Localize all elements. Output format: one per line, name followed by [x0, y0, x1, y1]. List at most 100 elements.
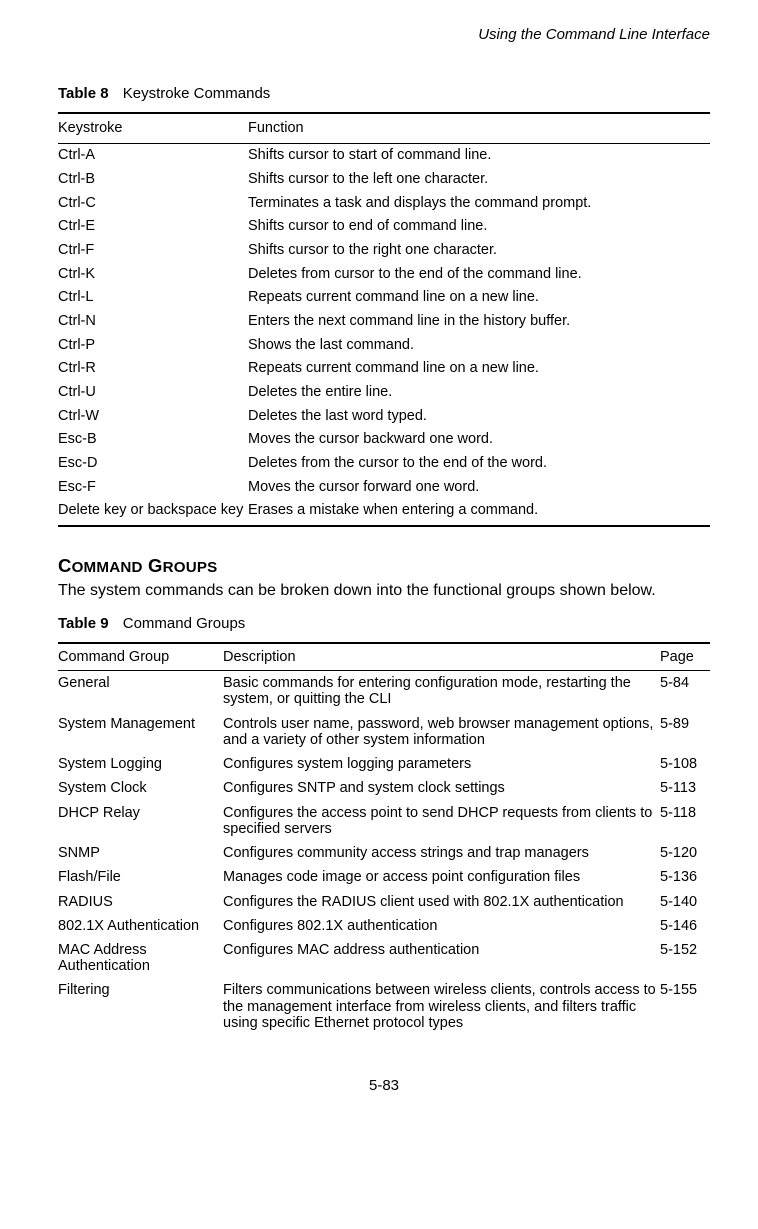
keystroke-cell: Ctrl-P	[58, 333, 248, 357]
table-row: MAC Address AuthenticationConfigures MAC…	[58, 938, 710, 978]
group-cell: 802.1X Authentication	[58, 914, 223, 938]
table9-header-row: Command Group Description Page	[58, 643, 710, 671]
table-row: Ctrl-WDeletes the last word typed.	[58, 404, 710, 428]
page-number: 5-83	[58, 1077, 710, 1094]
group-cell: Filtering	[58, 978, 223, 1035]
keystroke-cell: Esc-F	[58, 475, 248, 499]
heading-letter: C	[58, 555, 72, 576]
group-cell: Flash/File	[58, 865, 223, 889]
table9-title: Command Groups	[123, 615, 246, 632]
table8-caption: Table 8 Keystroke Commands	[58, 85, 710, 102]
desc-cell: Configures MAC address authentication	[223, 938, 660, 978]
table-row: SNMPConfigures community access strings …	[58, 841, 710, 865]
function-cell: Shifts cursor to end of command line.	[248, 215, 710, 239]
table9-caption: Table 9 Command Groups	[58, 615, 710, 632]
group-cell: MAC Address Authentication	[58, 938, 223, 978]
page-cell: 5-155	[660, 978, 710, 1035]
function-cell: Shows the last command.	[248, 333, 710, 357]
table-row: Ctrl-NEnters the next command line in th…	[58, 309, 710, 333]
table-row: FilteringFilters communications between …	[58, 978, 710, 1035]
function-cell: Moves the cursor backward one word.	[248, 428, 710, 452]
desc-cell: Configures the RADIUS client used with 8…	[223, 890, 660, 914]
table-row: Ctrl-BShifts cursor to the left one char…	[58, 167, 710, 191]
page-cell: 5-108	[660, 752, 710, 776]
page-cell: 5-136	[660, 865, 710, 889]
heading-rest2: ROUPS	[163, 559, 218, 576]
table-row: Ctrl-CTerminates a task and displays the…	[58, 191, 710, 215]
function-cell: Terminates a task and displays the comma…	[248, 191, 710, 215]
function-cell: Erases a mistake when entering a command…	[248, 499, 710, 526]
group-cell: General	[58, 671, 223, 712]
table-row: Ctrl-AShifts cursor to start of command …	[58, 143, 710, 167]
table9-col-page: Page	[660, 643, 710, 671]
keystroke-cell: Ctrl-A	[58, 143, 248, 167]
desc-cell: Configures SNTP and system clock setting…	[223, 776, 660, 800]
function-cell: Moves the cursor forward one word.	[248, 475, 710, 499]
running-head: Using the Command Line Interface	[58, 26, 710, 43]
table-row: Ctrl-PShows the last command.	[58, 333, 710, 357]
page-cell: 5-118	[660, 801, 710, 841]
table-row: Esc-BMoves the cursor backward one word.	[58, 428, 710, 452]
group-cell: System Clock	[58, 776, 223, 800]
table8-title: Keystroke Commands	[123, 85, 271, 102]
page-cell: 5-120	[660, 841, 710, 865]
function-cell: Deletes the last word typed.	[248, 404, 710, 428]
table8-label: Table 8	[58, 85, 109, 102]
keystroke-cell: Ctrl-B	[58, 167, 248, 191]
heading-rest: OMMAND	[72, 559, 143, 576]
keystroke-cell: Delete key or backspace key	[58, 499, 248, 526]
function-cell: Shifts cursor to start of command line.	[248, 143, 710, 167]
group-cell: SNMP	[58, 841, 223, 865]
table8: Keystroke Function Ctrl-AShifts cursor t…	[58, 112, 710, 527]
table-row: System LoggingConfigures system logging …	[58, 752, 710, 776]
table-row: Flash/FileManages code image or access p…	[58, 865, 710, 889]
page-cell: 5-152	[660, 938, 710, 978]
desc-cell: Controls user name, password, web browse…	[223, 712, 660, 752]
table-row: GeneralBasic commands for entering confi…	[58, 671, 710, 712]
table9-col-group: Command Group	[58, 643, 223, 671]
table-row: Delete key or backspace keyErases a mist…	[58, 499, 710, 526]
table8-col-function: Function	[248, 113, 710, 143]
table9: Command Group Description Page GeneralBa…	[58, 642, 710, 1035]
table9-col-desc: Description	[223, 643, 660, 671]
table-row: DHCP RelayConfigures the access point to…	[58, 801, 710, 841]
keystroke-cell: Ctrl-L	[58, 286, 248, 310]
keystroke-cell: Ctrl-F	[58, 238, 248, 262]
table8-col-keystroke: Keystroke	[58, 113, 248, 143]
table-row: Ctrl-RRepeats current command line on a …	[58, 357, 710, 381]
table-row: System ClockConfigures SNTP and system c…	[58, 776, 710, 800]
page-cell: 5-89	[660, 712, 710, 752]
function-cell: Deletes the entire line.	[248, 380, 710, 404]
keystroke-cell: Ctrl-N	[58, 309, 248, 333]
desc-cell: Configures the access point to send DHCP…	[223, 801, 660, 841]
desc-cell: Filters communications between wireless …	[223, 978, 660, 1035]
keystroke-cell: Esc-D	[58, 451, 248, 475]
desc-cell: Configures 802.1X authentication	[223, 914, 660, 938]
keystroke-cell: Esc-B	[58, 428, 248, 452]
keystroke-cell: Ctrl-U	[58, 380, 248, 404]
page-cell: 5-84	[660, 671, 710, 712]
table-row: Esc-FMoves the cursor forward one word.	[58, 475, 710, 499]
desc-cell: Manages code image or access point confi…	[223, 865, 660, 889]
keystroke-cell: Ctrl-K	[58, 262, 248, 286]
table-row: Ctrl-EShifts cursor to end of command li…	[58, 215, 710, 239]
group-cell: System Management	[58, 712, 223, 752]
section-body: The system commands can be broken down i…	[58, 581, 710, 601]
desc-cell: Basic commands for entering configuratio…	[223, 671, 660, 712]
keystroke-cell: Ctrl-W	[58, 404, 248, 428]
function-cell: Repeats current command line on a new li…	[248, 286, 710, 310]
page-cell: 5-113	[660, 776, 710, 800]
table-row: RADIUSConfigures the RADIUS client used …	[58, 890, 710, 914]
group-cell: DHCP Relay	[58, 801, 223, 841]
table-row: System ManagementControls user name, pas…	[58, 712, 710, 752]
heading-letter2: G	[148, 555, 163, 576]
table-row: Ctrl-KDeletes from cursor to the end of …	[58, 262, 710, 286]
table-row: Ctrl-FShifts cursor to the right one cha…	[58, 238, 710, 262]
section-heading-command-groups: COMMAND GROUPS	[58, 555, 710, 577]
page: Using the Command Line Interface Table 8…	[0, 0, 758, 1114]
table8-header-row: Keystroke Function	[58, 113, 710, 143]
table9-label: Table 9	[58, 615, 109, 632]
keystroke-cell: Ctrl-R	[58, 357, 248, 381]
table-row: Ctrl-LRepeats current command line on a …	[58, 286, 710, 310]
function-cell: Deletes from cursor to the end of the co…	[248, 262, 710, 286]
